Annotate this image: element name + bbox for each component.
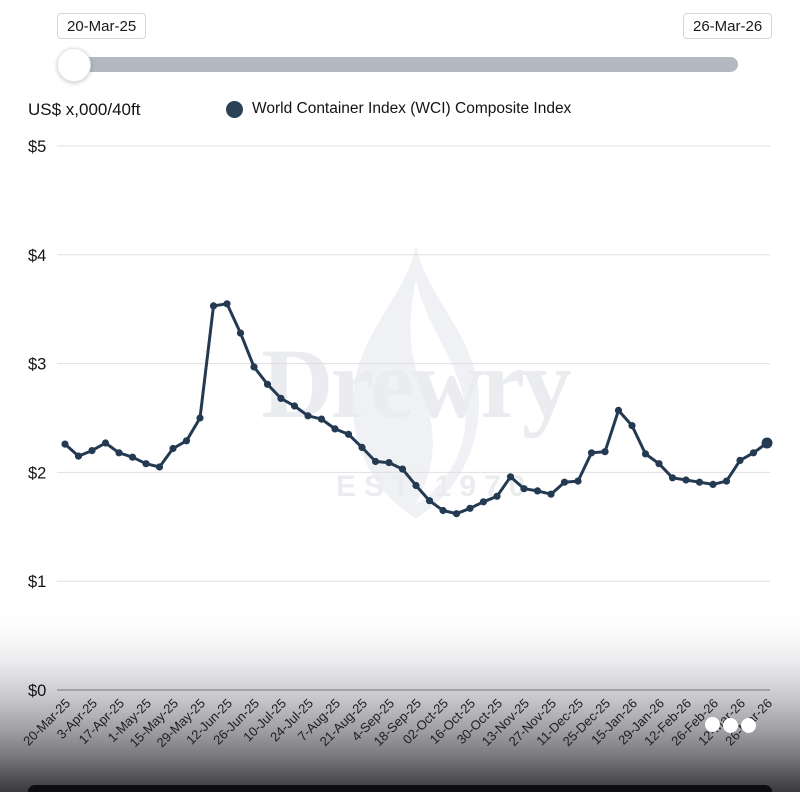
data-point [439, 506, 447, 515]
data-point [88, 447, 96, 455]
data-point [182, 437, 191, 445]
date-range-slider-track[interactable] [74, 57, 738, 72]
overlay-dot-1 [705, 717, 720, 732]
x-axis-labels-group: 20-Mar-253-Apr-2517-Apr-251-May-2515-May… [20, 696, 775, 751]
gridlines-group [57, 145, 770, 691]
data-point [628, 422, 636, 430]
data-point [479, 498, 488, 506]
data-point [761, 437, 773, 449]
range-end-date-badge[interactable]: 26-Mar-26 [683, 13, 773, 39]
y-axis-units-label: US$ x,000/40ft [28, 100, 141, 119]
data-point [709, 480, 717, 488]
legend-series-label: World Container Index (WCI) Composite In… [252, 100, 572, 117]
data-point [169, 444, 177, 453]
data-point [520, 485, 528, 493]
data-point [560, 478, 569, 486]
range-start-date-badge[interactable]: 20-Mar-25 [57, 13, 147, 39]
y-tick-label: $4 [28, 247, 46, 265]
data-points-group [61, 300, 773, 518]
y-tick-label: $1 [28, 573, 46, 591]
chart-legend: World Container Index (WCI) Composite In… [226, 100, 571, 118]
data-point [493, 492, 501, 500]
bottom-gradient-backdrop [0, 598, 800, 792]
data-point [574, 477, 582, 485]
data-point [209, 302, 218, 310]
data-point [668, 474, 677, 482]
overlay-dot-3 [741, 718, 756, 733]
data-point [533, 487, 542, 495]
data-point [655, 460, 663, 468]
y-tick-label: $2 [28, 464, 46, 482]
data-point [547, 490, 555, 498]
data-point [358, 443, 366, 451]
data-point [317, 415, 326, 423]
data-point [236, 329, 245, 337]
data-point [250, 363, 258, 371]
data-point [277, 394, 285, 402]
data-point [344, 430, 353, 438]
y-tick-label: $5 [28, 138, 46, 156]
data-point [736, 456, 744, 464]
legend-series-marker-icon [226, 100, 243, 118]
data-point [304, 412, 312, 420]
data-point [263, 380, 272, 388]
date-range-slider-handle[interactable] [57, 48, 91, 82]
data-point [466, 504, 474, 512]
data-point [398, 465, 407, 473]
data-point [371, 457, 380, 466]
data-point [749, 449, 758, 457]
data-point [331, 425, 339, 433]
bottom-edge-bar [28, 785, 772, 792]
data-point [115, 449, 123, 457]
data-point [385, 459, 393, 467]
data-point [412, 481, 420, 490]
data-point [61, 440, 69, 448]
data-point [223, 300, 231, 308]
y-axis-labels-group: $5 $4 $3 $2 $1 $0 [28, 138, 46, 700]
overlay-dot-2 [723, 718, 738, 733]
data-point [695, 478, 704, 486]
data-point [155, 463, 164, 471]
y-tick-label: $0 [28, 682, 46, 700]
data-point [101, 439, 110, 447]
data-point [196, 414, 204, 422]
data-point [614, 406, 623, 414]
data-point [425, 497, 434, 505]
data-point [601, 448, 609, 456]
data-point [506, 473, 515, 481]
y-tick-label: $3 [28, 356, 46, 374]
data-point [74, 452, 83, 460]
data-point [452, 510, 461, 518]
data-point [142, 460, 150, 468]
data-point [722, 477, 731, 485]
data-point [128, 453, 137, 461]
data-point [682, 476, 690, 484]
data-point [290, 402, 299, 410]
data-point [587, 449, 596, 457]
data-point [641, 450, 650, 458]
